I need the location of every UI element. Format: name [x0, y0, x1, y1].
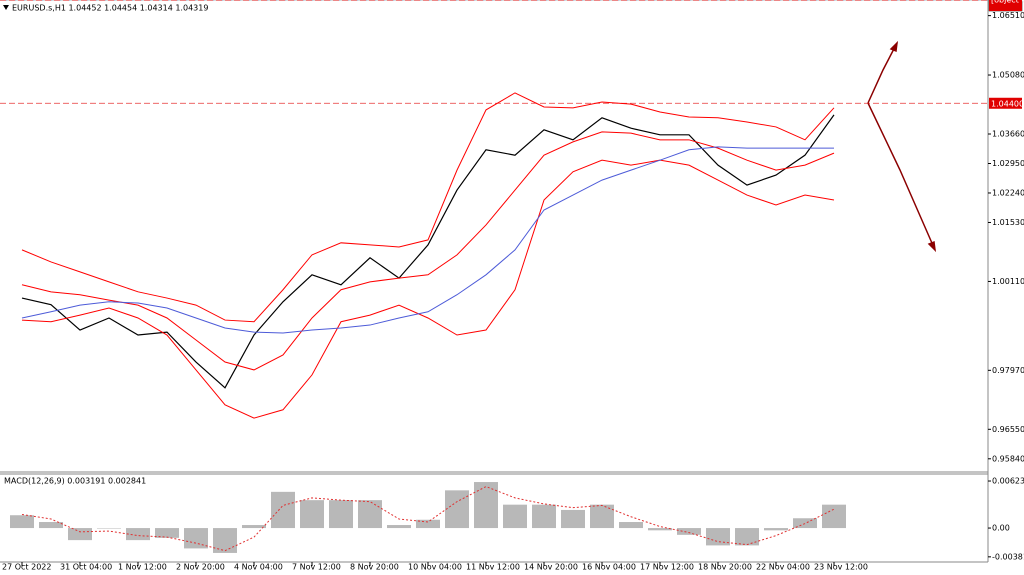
macd-bar — [39, 522, 63, 529]
x-tick-label: 27 Oct 2022 — [2, 563, 51, 572]
macd-bar — [532, 504, 556, 529]
chart-title: EURUSD.s,H1 1.04452 1.04454 1.04314 1.04… — [12, 4, 208, 13]
y-tick-label: 1.05080 — [992, 71, 1024, 80]
x-tick-label: 4 Nov 04:00 — [234, 563, 283, 572]
macd-bar — [10, 515, 34, 529]
macd-bar — [387, 525, 411, 529]
macd-bar — [445, 490, 469, 529]
macd-bar — [155, 528, 179, 538]
x-tick-label: 17 Nov 12:00 — [640, 563, 694, 572]
y-tick-label: 0.006234 — [992, 477, 1024, 486]
level-label-box — [989, 97, 1022, 109]
level-label-box — [989, 0, 1022, 11]
x-tick-label: 1 Nov 12:00 — [118, 563, 167, 572]
x-tick-label: 23 Nov 12:00 — [814, 563, 868, 572]
x-tick-label: 14 Nov 20:00 — [524, 563, 578, 572]
y-tick-label: 0.95840 — [992, 454, 1024, 463]
x-tick-label: 18 Nov 20:00 — [698, 563, 752, 572]
price-line — [21, 114, 835, 389]
macd-title: MACD(12,26,9) 0.003191 0.002841 — [4, 477, 146, 486]
macd-bar — [213, 528, 237, 553]
macd-bar — [735, 528, 759, 546]
y-tick-label: 1.01530 — [992, 218, 1024, 227]
arrow-head — [927, 240, 937, 253]
macd-bar — [126, 528, 150, 541]
y-tick-label: 1.02950 — [992, 159, 1024, 168]
y-tick-label: -0.003816 — [992, 552, 1024, 561]
arrow-head — [889, 40, 899, 53]
macd-bar — [793, 518, 817, 529]
macd-bar — [97, 528, 121, 529]
macd-bar — [590, 504, 614, 529]
macd-bar — [416, 519, 440, 529]
y-tick-label: 1.02240 — [992, 188, 1024, 197]
macd-bar — [358, 500, 382, 529]
x-tick-label: 11 Nov 12:00 — [466, 563, 520, 572]
arrow-down — [867, 102, 936, 251]
y-tick-label: 1.03660 — [992, 129, 1024, 138]
macd-bar — [271, 491, 295, 529]
x-tick-label: 31 Oct 04:00 — [60, 563, 112, 572]
macd-bar — [764, 528, 788, 531]
macd-bar — [503, 504, 527, 529]
macd-bar — [474, 482, 498, 529]
macd-bar — [822, 504, 846, 529]
x-tick-label: 16 Nov 04:00 — [582, 563, 636, 572]
macd-bar — [677, 528, 701, 535]
level-label: 1.04400 — [991, 99, 1024, 108]
indicator-line — [21, 159, 835, 419]
y-tick-label: 0.96550 — [992, 425, 1024, 434]
macd-bar — [300, 500, 324, 529]
indicator-line — [21, 131, 835, 371]
indicator-line — [21, 146, 834, 334]
macd-bar — [242, 525, 266, 529]
arrow-up — [867, 42, 898, 104]
x-tick-label: 2 Nov 20:00 — [176, 563, 225, 572]
x-tick-label: 10 Nov 04:00 — [408, 563, 462, 572]
macd-bar — [329, 500, 353, 529]
forecast-arrows — [867, 40, 937, 253]
macd-bar — [619, 522, 643, 529]
x-tick-label: 8 Nov 20:00 — [350, 563, 399, 572]
level-label: [object Object] — [991, 0, 1024, 5]
macd-bar — [184, 528, 208, 549]
indicator-line — [21, 92, 835, 323]
macd-bar — [68, 528, 92, 541]
y-tick-label: 0.00 — [992, 524, 1010, 533]
x-tick-label: 7 Nov 12:00 — [292, 563, 341, 572]
macd-bar — [706, 528, 730, 546]
menu-triangle — [3, 5, 9, 10]
y-tick-label: 1.06510 — [992, 11, 1024, 20]
x-tick-label: 22 Nov 04:00 — [756, 563, 810, 572]
y-tick-label: 1.00110 — [992, 277, 1024, 286]
macd-bar — [561, 509, 585, 529]
y-tick-label: 0.97970 — [992, 366, 1024, 375]
macd-bar — [648, 528, 672, 531]
